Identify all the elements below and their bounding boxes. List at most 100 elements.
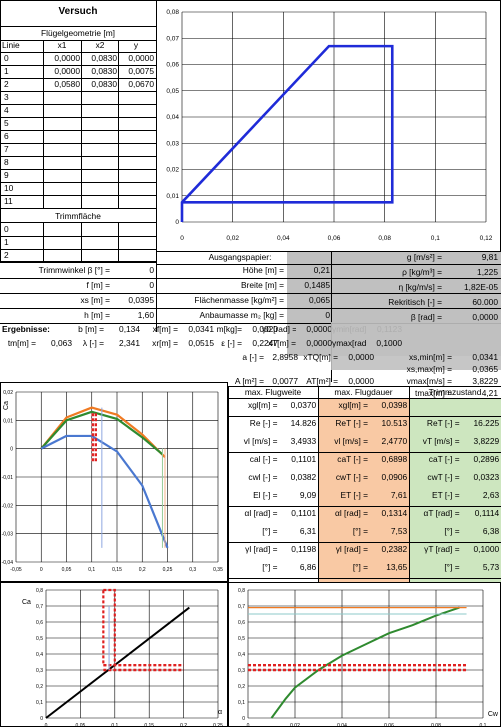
y-tick-label: -0,01 bbox=[2, 475, 14, 481]
y-tick-label: 0,4 bbox=[36, 652, 43, 658]
ca-alpha-series bbox=[45, 606, 190, 719]
results-label: Ergebnisse: bbox=[2, 324, 50, 334]
summary-header: max. Flugdauer bbox=[334, 387, 393, 397]
summary-label: ReT [-] = bbox=[335, 418, 369, 428]
param-value: 1,60 bbox=[137, 310, 154, 320]
param-label: Höhe [m] = bbox=[242, 265, 284, 275]
y-tick-label: 0,6 bbox=[36, 620, 43, 626]
col-x1: x1 bbox=[57, 40, 67, 50]
result-label: λ [-] = bbox=[82, 338, 104, 348]
result-value: 4,21 bbox=[481, 388, 498, 398]
trim-row-label: 2 bbox=[4, 250, 9, 260]
y-tick-label: 0,04 bbox=[166, 114, 179, 121]
trajectory-series-0 bbox=[40, 406, 166, 458]
summary-label: vT [m/s] = bbox=[422, 436, 460, 446]
param-value: 0 bbox=[149, 280, 154, 290]
result-label: xTQ[m] = bbox=[303, 352, 338, 362]
x-tick-label: 0,35 bbox=[213, 567, 223, 573]
summary-label: αT [rad] = bbox=[423, 508, 460, 518]
result-value: 0,0000 bbox=[306, 324, 332, 334]
summary-value: 16.225 bbox=[473, 418, 500, 428]
summary-label: cwT [-] = bbox=[335, 472, 369, 482]
x-tick-label: 0 bbox=[247, 723, 250, 727]
param-value: 9,81 bbox=[481, 252, 498, 262]
x-tick-label: 0,02 bbox=[226, 235, 239, 242]
y-tick-label: 0,02 bbox=[3, 390, 13, 396]
x-tick-label: 0,08 bbox=[378, 235, 391, 242]
summary-header: Trimmzustand bbox=[428, 387, 482, 397]
summary-label: xgl[m] = bbox=[338, 400, 369, 410]
summary-label: ReT [-] = bbox=[426, 418, 460, 428]
param-value: 1,225 bbox=[477, 267, 498, 277]
param-value: 1,82E-05 bbox=[464, 282, 498, 292]
x-tick-label: 0,2 bbox=[139, 567, 146, 573]
summary-label: [°] = bbox=[262, 526, 278, 536]
result-label: xT[m] = bbox=[267, 338, 296, 348]
x-tick-label: 0,08 bbox=[431, 723, 441, 727]
y-tick-label: 0,05 bbox=[166, 88, 179, 95]
summary-value: 9,09 bbox=[299, 490, 317, 500]
summary-value: 7,61 bbox=[390, 490, 408, 500]
result-label: tm[m] = bbox=[7, 338, 36, 348]
row-linie: 4 bbox=[4, 105, 9, 115]
result-label: m[kg]= bbox=[216, 324, 242, 334]
row-y: 0,0000 bbox=[128, 53, 154, 63]
row-linie: 9 bbox=[4, 170, 9, 180]
x-tick-label: 0,2 bbox=[180, 723, 187, 727]
param-label: Rekritisch [-] = bbox=[388, 297, 442, 307]
x-tick-label: 0,02 bbox=[290, 723, 300, 727]
result-value: 0,0000 bbox=[348, 352, 374, 362]
result-label: A [m²] = bbox=[234, 376, 264, 386]
result-value: 0,1000 bbox=[376, 338, 402, 348]
summary-label: vl [m/s] = bbox=[334, 436, 369, 446]
param-value: 0,21 bbox=[313, 265, 330, 275]
y-tick-label: 0,1 bbox=[36, 700, 43, 706]
col-linie: Linie bbox=[2, 40, 20, 50]
result-value: 0,063 bbox=[51, 338, 72, 348]
summary-label: xgl[m] = bbox=[247, 400, 278, 410]
row-linie: 8 bbox=[4, 157, 9, 167]
x-tick-label: -0,05 bbox=[10, 567, 22, 573]
result-label: ε [-] = bbox=[221, 338, 242, 348]
row-x2: 0,0830 bbox=[91, 79, 117, 89]
summary-value: 3,8229 bbox=[473, 436, 500, 446]
param-value: 0,1485 bbox=[304, 280, 330, 290]
param-value: 0,0395 bbox=[128, 295, 154, 305]
polar-chart: 0 0,1 0,2 0,3 0,4 0,5 0,6 0,7 0,8 0 0,02 0,04 0,06 0,… bbox=[238, 588, 499, 727]
result-label: xs,min[m] = bbox=[408, 352, 452, 362]
x-tick-label: 0,04 bbox=[277, 235, 290, 242]
row-x2: 0,0830 bbox=[91, 66, 117, 76]
summary-label: cwT [-] = bbox=[427, 472, 460, 482]
row-x1: 0,0000 bbox=[54, 53, 80, 63]
y-tick-label: 0 bbox=[175, 219, 179, 226]
summary-value: 0,6898 bbox=[381, 454, 408, 464]
result-label: γ0 [rad] = bbox=[262, 324, 296, 334]
result-value: 0,0515 bbox=[188, 338, 214, 348]
param-label: Anbaumasse m₂ [kg] = bbox=[199, 310, 284, 320]
x-tick-label: 0,25 bbox=[213, 723, 223, 727]
summary-value: 2,4770 bbox=[381, 436, 408, 446]
row-linie: 1 bbox=[4, 66, 9, 76]
param-label: Trimmwinkel β [°] = bbox=[38, 265, 110, 275]
trim-row-label: 0 bbox=[4, 224, 9, 234]
result-value: 0,0365 bbox=[472, 364, 498, 374]
param-label: β [rad] = bbox=[410, 312, 442, 322]
param-value: 0,065 bbox=[309, 295, 330, 305]
trim-header: Trimmfläche bbox=[55, 211, 101, 221]
y-tick-label: 0 bbox=[40, 716, 43, 722]
summary-value: 14.826 bbox=[290, 418, 317, 428]
wing-outline-series bbox=[180, 44, 394, 222]
param-label: Breite [m] = bbox=[240, 280, 284, 290]
summary-label: cwl [-] = bbox=[248, 472, 278, 482]
summary-value: 0,1314 bbox=[381, 508, 408, 518]
summary-value: 5,73 bbox=[482, 562, 500, 572]
y-tick-label: -0,02 bbox=[2, 503, 14, 509]
result-label: a [-] = bbox=[242, 352, 264, 362]
row-linie: 0 bbox=[4, 53, 9, 63]
result-label: AT[m²] = bbox=[306, 376, 338, 386]
ca-alpha-chart: 0 0,1 0,2 0,3 0,4 0,5 0,6 0,7 0,8 0 0,05 0,1 0,15 0,2… bbox=[22, 588, 223, 727]
summary-value: 0,1101 bbox=[291, 454, 317, 464]
result-label: γmax[rad] = bbox=[332, 338, 366, 348]
summary-label: γT [rad] = bbox=[424, 544, 460, 554]
summary-label: γl [rad] = bbox=[335, 544, 369, 554]
